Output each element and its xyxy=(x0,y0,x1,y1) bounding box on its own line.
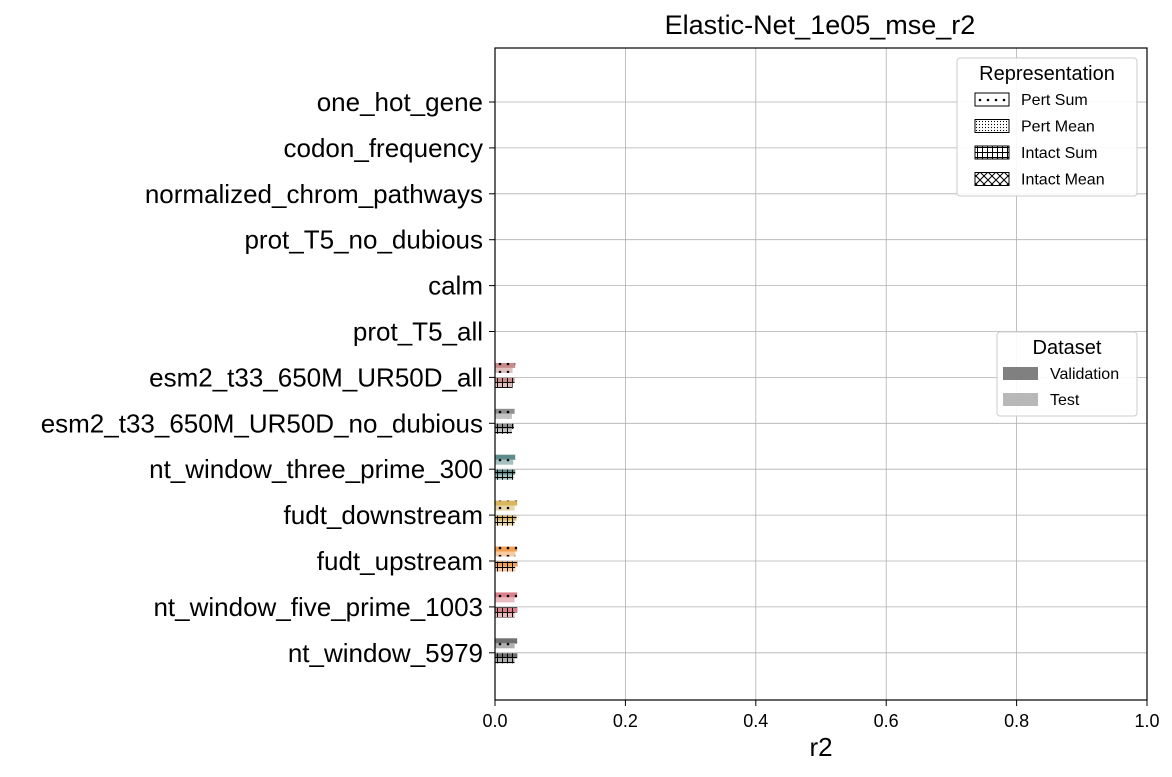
bar-hatch xyxy=(495,551,516,557)
y-tick-label: calm xyxy=(428,271,483,301)
legend-entry-label: Test xyxy=(1050,392,1080,409)
y-tick-label: fudt_upstream xyxy=(317,546,483,576)
y-tick-label: prot_T5_all xyxy=(353,317,483,347)
x-tick-label: 0.2 xyxy=(613,711,638,731)
bar-hatch xyxy=(495,382,513,388)
legend-title: Dataset xyxy=(1033,337,1102,359)
bar-hatch xyxy=(495,643,515,649)
x-tick-label: 0.4 xyxy=(743,711,768,731)
legend-swatch-hatch xyxy=(974,92,1010,107)
bar-hatch xyxy=(495,428,512,434)
legend-entry-label: Pert Sum xyxy=(1021,92,1088,109)
y-tick-label: esm2_t33_650M_UR50D_no_dubious xyxy=(41,408,483,438)
bar-hatch xyxy=(495,459,514,465)
bar-hatch xyxy=(495,653,518,659)
legend-representation: Representation Pert Sum Pert Mean Intact Su… xyxy=(956,57,1138,197)
bar-hatch xyxy=(495,474,514,480)
bar-hatch xyxy=(495,408,515,414)
bar-hatch xyxy=(495,638,518,644)
bar-hatch xyxy=(495,592,518,598)
y-tick-label: one_hot_gene xyxy=(317,87,483,117)
bar-hatch xyxy=(495,566,516,572)
bar-hatch xyxy=(495,520,515,526)
legend-entry-label: Intact Mean xyxy=(1021,172,1105,189)
y-tick-label: fudt_downstream xyxy=(284,500,483,530)
x-tick-label: 0.8 xyxy=(1004,711,1029,731)
legend-dataset: Dataset Validation Test xyxy=(996,331,1138,417)
x-axis-label: r2 xyxy=(809,732,832,762)
x-tick-label: 1.0 xyxy=(1134,711,1159,731)
bar-hatch xyxy=(495,597,515,603)
legend-entry-label: Validation xyxy=(1050,366,1119,383)
bar-hatch xyxy=(495,515,517,521)
bar-hatch xyxy=(495,546,518,552)
legend-entry-label: Intact Sum xyxy=(1021,145,1097,162)
bar-hatch xyxy=(495,454,516,460)
y-tick-label: prot_T5_no_dubious xyxy=(244,225,483,255)
bar-hatch xyxy=(495,612,515,618)
bars xyxy=(495,362,518,664)
chart-title: Elastic-Net_1e05_mse_r2 xyxy=(665,10,976,40)
plot-area-frame xyxy=(494,47,1148,701)
legend-swatch-hatch xyxy=(974,119,1010,133)
legend-entry-label: Pert Mean xyxy=(1021,119,1095,136)
y-tick-label: normalized_chrom_pathways xyxy=(145,179,483,209)
bar-hatch xyxy=(495,658,515,664)
bar-hatch xyxy=(495,413,512,419)
bar-hatch xyxy=(495,607,518,613)
legend-title: Representation xyxy=(979,63,1115,85)
y-tick-label: codon_frequency xyxy=(284,133,483,163)
bar-hatch xyxy=(495,377,515,383)
bar-hatch xyxy=(495,505,515,511)
legend-swatch-hatch xyxy=(974,172,1010,186)
bar-hatch xyxy=(495,367,513,373)
x-tick-label: 0.6 xyxy=(874,711,899,731)
bar-hatch xyxy=(495,362,516,368)
y-tick-label: nt_window_5979 xyxy=(288,638,483,668)
y-tick-label: esm2_t33_650M_UR50D_all xyxy=(149,362,483,392)
x-tick-labels: 0.0 0.2 0.4 0.6 0.8 1.0 xyxy=(482,700,1160,731)
y-tick-labels: one_hot_gene codon_frequency normalized_ch… xyxy=(41,87,495,668)
legend-swatch xyxy=(1003,367,1038,380)
bar-hatch xyxy=(495,561,518,567)
legend-swatch-hatch xyxy=(974,145,1010,160)
bar-hatch xyxy=(495,469,516,475)
bar-hatch xyxy=(495,423,514,429)
y-tick-label: nt_window_three_prime_300 xyxy=(149,454,483,484)
x-tick-label: 0.0 xyxy=(482,711,507,731)
legend-swatch xyxy=(1003,393,1038,406)
bar-hatch xyxy=(495,500,518,506)
y-tick-label: nt_window_five_prime_1003 xyxy=(153,592,483,622)
